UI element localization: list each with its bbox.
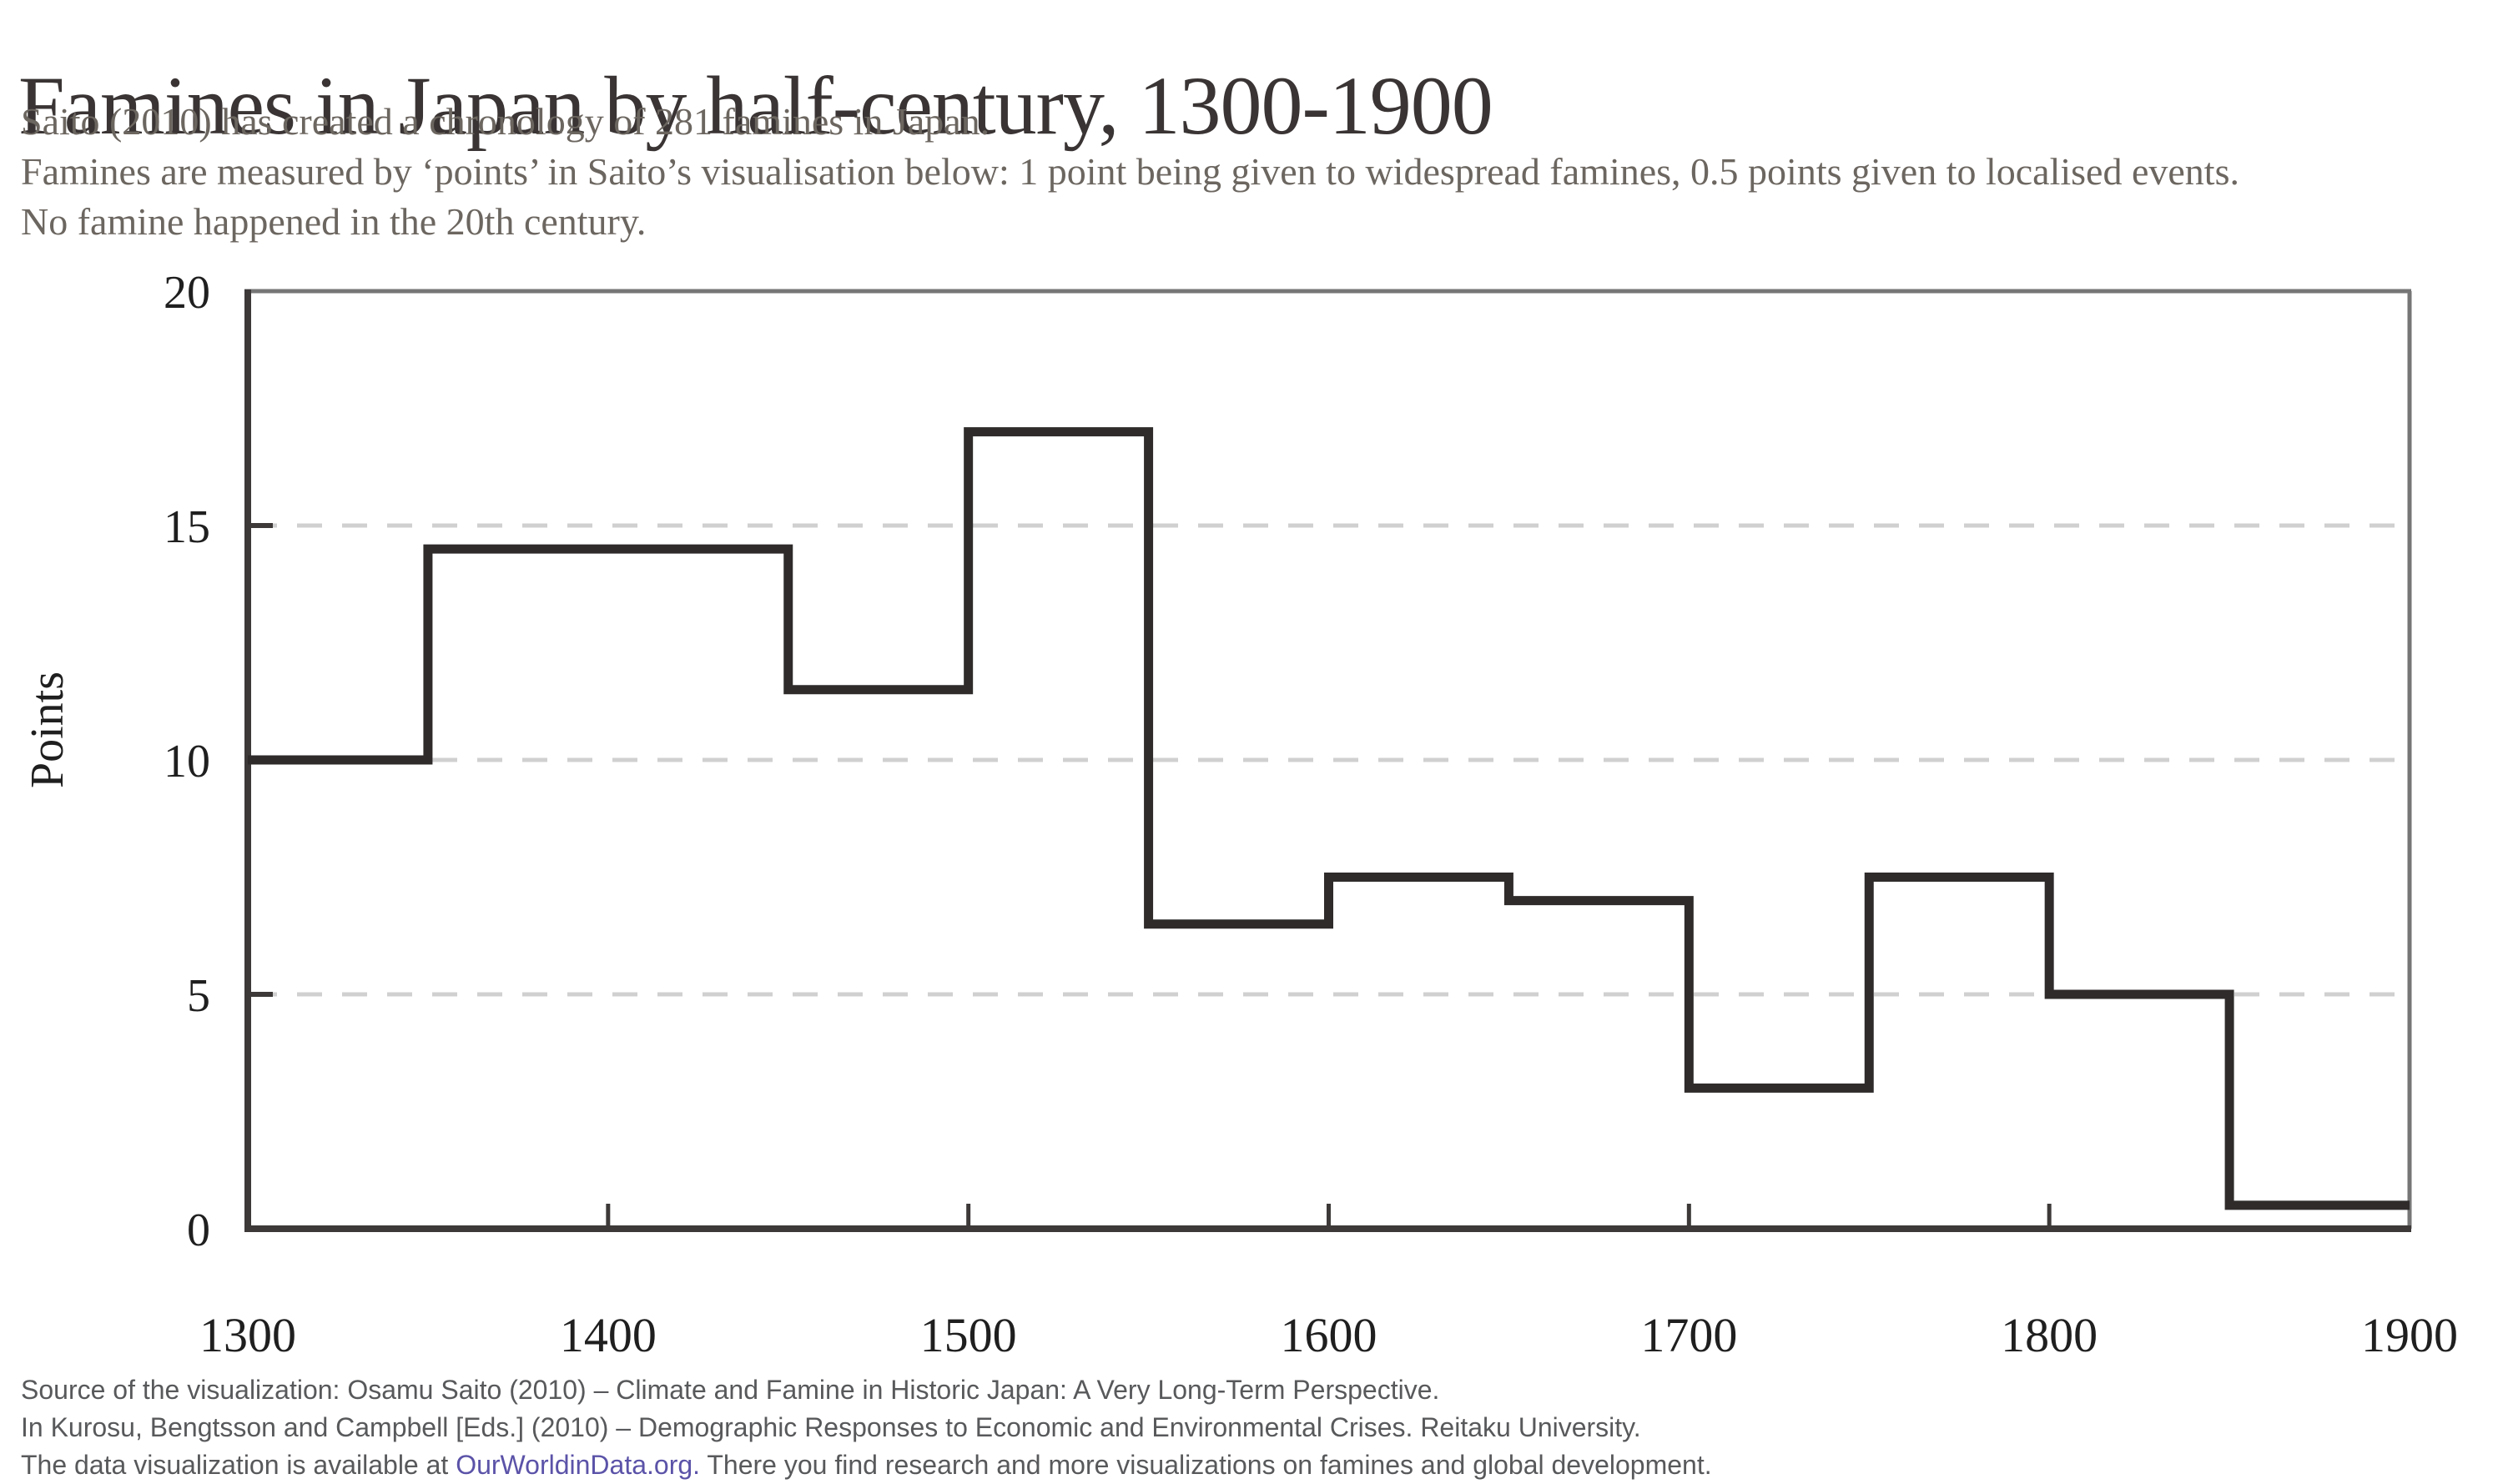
owid-link[interactable]: OurWorldinData.org. bbox=[456, 1450, 701, 1480]
y-axis-title: Points bbox=[22, 672, 73, 788]
x-tick-label-1300: 1300 bbox=[199, 1308, 296, 1362]
source-line-3-prefix: The data visualization is available at bbox=[21, 1450, 456, 1480]
x-tick-label-1900: 1900 bbox=[2361, 1308, 2458, 1362]
y-tick-label-10: 10 bbox=[164, 736, 210, 787]
y-tick-label-20: 20 bbox=[164, 267, 210, 319]
famine-step-line bbox=[248, 427, 2410, 1210]
source-line-2: In Kurosu, Bengtsson and Campbell [Eds.]… bbox=[21, 1412, 1641, 1442]
source-line-3-suffix: There you find research and more visuali… bbox=[700, 1450, 1712, 1480]
x-tick-label-1800: 1800 bbox=[2001, 1308, 2098, 1362]
chart-subtitle: Saito (2010) has created a chronology of… bbox=[21, 97, 2239, 247]
y-tick-label-5: 5 bbox=[187, 970, 210, 1022]
source-line-1: Source of the visualization: Osamu Saito… bbox=[21, 1375, 1440, 1405]
source-note: Source of the visualization: Osamu Saito… bbox=[21, 1371, 1712, 1484]
subtitle-line-2: Famines are measured by ‘points’ in Sait… bbox=[21, 150, 2239, 193]
source-line-3: The data visualization is available at O… bbox=[21, 1446, 1712, 1484]
y-tick-label-0: 0 bbox=[187, 1205, 210, 1256]
subtitle-line-1: Saito (2010) has created a chronology of… bbox=[21, 100, 990, 143]
x-tick-label-1400: 1400 bbox=[560, 1308, 657, 1362]
subtitle-line-3: No famine happened in the 20th century. bbox=[21, 200, 647, 243]
y-tick-label-15: 15 bbox=[164, 501, 210, 553]
x-tick-label-1600: 1600 bbox=[1281, 1308, 1377, 1362]
x-tick-label-1700: 1700 bbox=[1640, 1308, 1737, 1362]
famine-step-chart: 0 5 10 15 20 1300 1400 1500 1600 1700 1800 1900 Poin… bbox=[22, 267, 2458, 1362]
page-title: Famines in Japan by half-century, 1300-1… bbox=[18, 59, 1493, 152]
x-tick-label-1500: 1500 bbox=[920, 1308, 1017, 1362]
